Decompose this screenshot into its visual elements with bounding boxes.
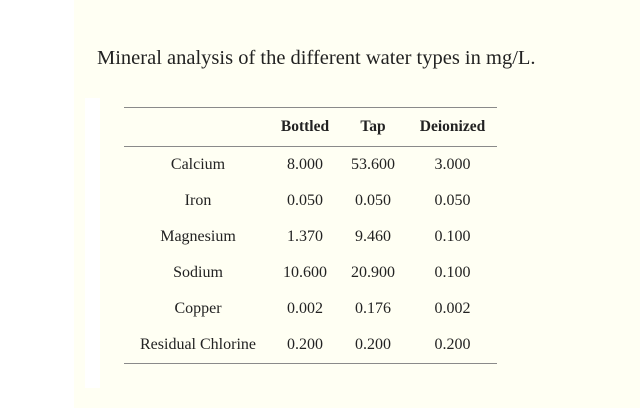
table-header-row: Bottled Tap Deionized: [124, 107, 497, 147]
cell-tap: 9.460: [355, 228, 391, 245]
row-label: Sodium: [173, 264, 223, 281]
table-caption: Mineral analysis of the different water …: [97, 47, 536, 69]
cell-tap: 20.900: [351, 264, 395, 281]
document-page: [74, 0, 640, 408]
table-row: Residual Chlorine 0.200 0.200 0.200: [124, 327, 497, 364]
header-cell-bottled: Bottled: [280, 118, 330, 135]
margin-strip: [85, 98, 100, 388]
mineral-table: Bottled Tap Deionized Calcium 8.000 53.6…: [124, 107, 497, 364]
cell-bottled: 0.200: [287, 336, 323, 353]
cell-tap: 0.050: [355, 192, 391, 209]
cell-tap: 0.200: [355, 336, 391, 353]
row-label: Iron: [184, 192, 212, 209]
row-label: Residual Chlorine: [140, 336, 256, 353]
header-cell-blank: [124, 108, 272, 147]
cell-deionized: 3.000: [434, 156, 471, 173]
cell-bottled: 1.370: [287, 228, 323, 245]
cell-bottled: 0.002: [287, 300, 323, 317]
table-row: Magnesium 1.370 9.460 0.100: [124, 219, 497, 255]
table-row: Iron 0.050 0.050 0.050: [124, 183, 497, 219]
cell-bottled: 10.600: [283, 264, 327, 281]
cell-deionized: 0.050: [434, 192, 471, 209]
row-label: Calcium: [170, 156, 226, 173]
cell-deionized: 0.200: [434, 336, 471, 353]
cell-deionized: 0.100: [434, 264, 471, 281]
cell-tap: 53.600: [351, 156, 395, 173]
cell-deionized: 0.002: [434, 300, 471, 317]
cell-bottled: 8.000: [287, 156, 323, 173]
table-row: Calcium 8.000 53.600 3.000: [124, 147, 497, 184]
cell-bottled: 0.050: [287, 192, 323, 209]
header-cell-tap: Tap: [360, 118, 386, 135]
table-row: Copper 0.002 0.176 0.002: [124, 291, 497, 327]
table-row: Sodium 10.600 20.900 0.100: [124, 255, 497, 291]
cell-deionized: 0.100: [434, 228, 471, 245]
row-label: Copper: [174, 300, 222, 317]
header-cell-deionized: Deionized: [419, 118, 486, 135]
cell-tap: 0.176: [355, 300, 391, 317]
row-label: Magnesium: [160, 228, 236, 245]
